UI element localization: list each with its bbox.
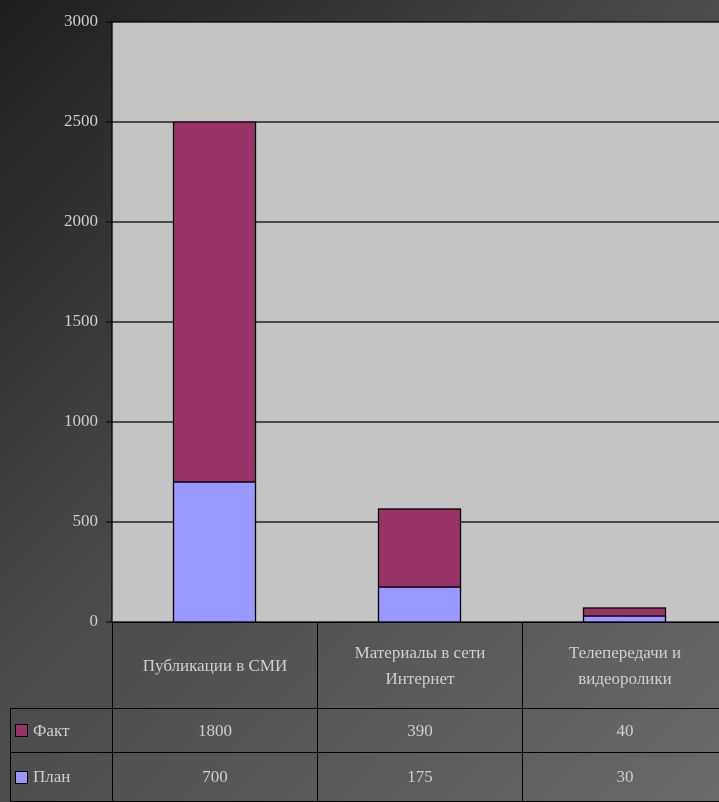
legend-swatch <box>15 770 28 784</box>
table-value: 175 <box>317 752 523 802</box>
legend-cell: Факт <box>10 708 113 753</box>
table-value: 30 <box>522 752 719 802</box>
category-cell: Телепередачи и видеоролики <box>522 622 719 709</box>
legend-swatch <box>15 724 28 737</box>
bar-segment <box>377 586 462 623</box>
x-tick-label: Публикации в СМИ <box>142 655 288 675</box>
y-tick-label: 1500 <box>64 311 98 330</box>
x-tick-label: Телепередачи и видеоролики <box>568 643 682 688</box>
table-value: 40 <box>522 708 719 753</box>
y-tick-label: 3000 <box>64 11 98 30</box>
x-tick-label: Материалы в сети Интернет <box>354 643 486 688</box>
y-tick-label: 2500 <box>64 111 98 130</box>
bar-segment <box>582 607 667 617</box>
table-value: 1800 <box>112 708 318 753</box>
category-cell: Публикации в СМИ <box>112 622 318 709</box>
y-tick-label: 1000 <box>64 411 98 430</box>
legend-label: Факт <box>33 720 70 740</box>
bar-segment <box>172 481 257 623</box>
y-tick-label: 500 <box>73 511 99 530</box>
legend-cell: План <box>10 752 113 802</box>
category-cell: Материалы в сети Интернет <box>317 622 523 709</box>
table-value: 390 <box>317 708 523 753</box>
legend-label: План <box>33 767 71 787</box>
table-value: 700 <box>112 752 318 802</box>
bar-segment <box>172 121 257 483</box>
y-tick-label: 0 <box>90 611 99 630</box>
bar-segment <box>377 508 462 588</box>
y-tick-label: 2000 <box>64 211 98 230</box>
